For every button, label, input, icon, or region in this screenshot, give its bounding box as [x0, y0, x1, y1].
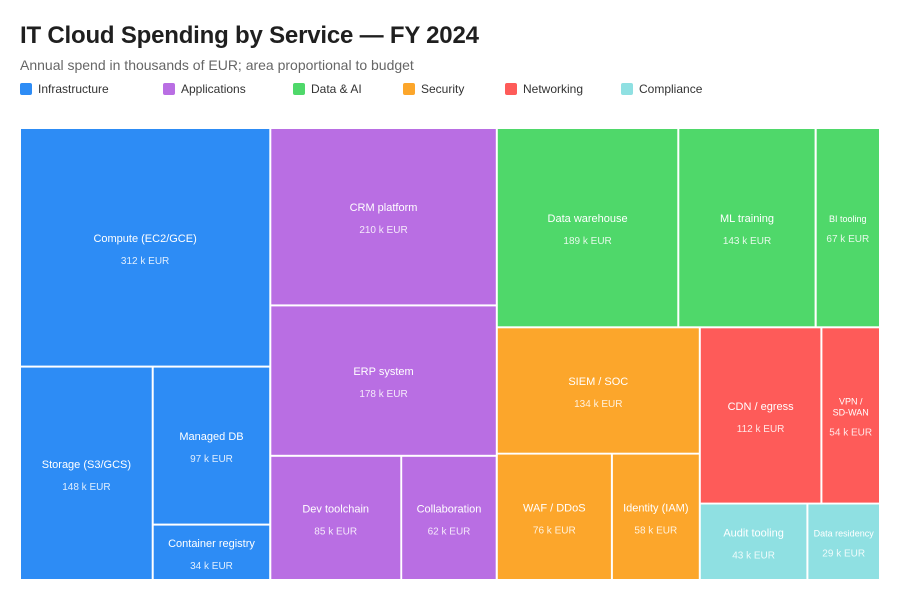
treemap-label-data-warehouse: Data warehouse — [548, 213, 628, 225]
treemap-rect-ml-training — [679, 129, 815, 327]
treemap-tile-ml-training: ML training 143 k EUR — [679, 129, 815, 327]
treemap-value-cdn-egress: 112 k EUR — [737, 424, 785, 435]
legend-item-data-ai: Data & AI — [293, 82, 362, 96]
treemap-value-audit-tooling: 43 k EUR — [732, 550, 775, 561]
treemap-tile-data-residency: Data residency 29 k EUR — [808, 504, 879, 579]
treemap-tile-bi-tooling: BI tooling 67 k EUR — [816, 129, 879, 327]
treemap-value-bi-tooling: 67 k EUR — [826, 234, 869, 245]
treemap-tile-managed-db: Managed DB 97 k EUR — [153, 367, 270, 524]
legend-swatch-networking — [505, 83, 517, 95]
treemap-label-crm-platform: CRM platform — [350, 202, 418, 214]
treemap-rect-waf-ddos — [497, 454, 611, 579]
treemap-tile-vpn-sd-wan: VPN / SD-WAN 54 k EUR — [822, 328, 879, 503]
legend-label-infrastructure: Infrastructure — [38, 82, 109, 96]
legend-label-networking: Networking — [523, 82, 584, 96]
treemap-rect-storage-s3-gcs — [21, 367, 152, 579]
treemap-rect-erp-system — [271, 306, 496, 455]
legend-label-data-ai: Data & AI — [311, 82, 362, 96]
treemap-tile-erp-system: ERP system 178 k EUR — [271, 306, 496, 455]
treemap-label-dev-toolchain: Dev toolchain — [302, 503, 369, 515]
treemap-value-dev-toolchain: 85 k EUR — [314, 526, 357, 537]
treemap-tile-container-registry: Container registry 34 k EUR — [153, 525, 270, 579]
legend-label-applications: Applications — [181, 82, 246, 96]
treemap-label-storage-s3-gcs: Storage (S3/GCS) — [42, 459, 131, 471]
treemap-rect-container-registry — [153, 525, 270, 579]
treemap-label-waf-ddos: WAF / DDoS — [523, 502, 586, 514]
treemap-tile-compute-ec2-gce: Compute (EC2/GCE) 312 k EUR — [21, 129, 270, 366]
treemap-value-managed-db: 97 k EUR — [190, 454, 233, 465]
treemap-rect-cdn-egress — [700, 328, 821, 503]
legend-swatch-infrastructure — [20, 83, 32, 95]
treemap-value-container-registry: 34 k EUR — [190, 561, 233, 572]
treemap-label-managed-db: Managed DB — [179, 431, 243, 443]
treemap-tile-waf-ddos: WAF / DDoS 76 k EUR — [497, 454, 611, 579]
treemap-value-collaboration: 62 k EUR — [428, 526, 471, 537]
legend-swatch-data-ai — [293, 83, 305, 95]
treemap-value-ml-training: 143 k EUR — [723, 236, 771, 247]
treemap-value-siem-soc: 134 k EUR — [574, 399, 622, 410]
chart-subtitle: Annual spend in thousands of EUR; area p… — [20, 57, 414, 73]
treemap-value-waf-ddos: 76 k EUR — [533, 525, 576, 536]
treemap-label-vpn-sd-wan: VPN / SD-WAN — [833, 396, 869, 417]
legend-item-networking: Networking — [505, 82, 583, 96]
legend-swatch-compliance — [621, 83, 633, 95]
legend-label-security: Security — [421, 82, 465, 96]
treemap-tile-storage-s3-gcs: Storage (S3/GCS) 148 k EUR — [21, 367, 152, 579]
treemap-label-identity-iam: Identity (IAM) — [623, 502, 688, 514]
treemap-rect-crm-platform — [271, 129, 496, 305]
legend-item-compliance: Compliance — [621, 82, 702, 96]
treemap-rect-audit-tooling — [700, 504, 807, 579]
treemap-label-collaboration: Collaboration — [417, 503, 482, 515]
treemap-label-erp-system: ERP system — [353, 366, 413, 378]
treemap-value-data-residency: 29 k EUR — [822, 548, 865, 559]
treemap-tile-cdn-egress: CDN / egress 112 k EUR — [700, 328, 821, 503]
treemap-label-data-residency: Data residency — [814, 528, 875, 538]
treemap-label-compute-ec2-gce: Compute (EC2/GCE) — [93, 233, 196, 245]
treemap-value-storage-s3-gcs: 148 k EUR — [62, 482, 110, 493]
chart-legend: Infrastructure Applications Data & AI Se… — [20, 82, 880, 98]
legend-item-infrastructure: Infrastructure — [20, 82, 109, 96]
treemap-tile-collaboration: Collaboration 62 k EUR — [402, 456, 496, 579]
treemap-rect-data-warehouse — [497, 129, 678, 327]
treemap-rect-data-residency — [808, 504, 879, 579]
treemap-rect-collaboration — [402, 456, 496, 579]
treemap-label-cdn-egress: CDN / egress — [728, 401, 795, 413]
treemap-label-bi-tooling: BI tooling — [829, 214, 867, 224]
treemap-tile-identity-iam: Identity (IAM) 58 k EUR — [612, 454, 699, 579]
treemap-rect-managed-db — [153, 367, 270, 524]
chart-title: IT Cloud Spending by Service — FY 2024 — [20, 22, 479, 49]
legend-swatch-security — [403, 83, 415, 95]
legend-label-compliance: Compliance — [639, 82, 703, 96]
treemap-tile-dev-toolchain: Dev toolchain 85 k EUR — [271, 456, 401, 579]
treemap-tile-siem-soc: SIEM / SOC 134 k EUR — [497, 328, 699, 453]
legend-swatch-applications — [163, 83, 175, 95]
treemap-label-audit-tooling: Audit tooling — [723, 527, 784, 539]
treemap-tile-data-warehouse: Data warehouse 189 k EUR — [497, 129, 678, 327]
treemap-value-identity-iam: 58 k EUR — [634, 525, 677, 536]
treemap-rect-identity-iam — [612, 454, 699, 579]
treemap-label-container-registry: Container registry — [168, 538, 255, 550]
legend-item-applications: Applications — [163, 82, 246, 96]
treemap-value-vpn-sd-wan: 54 k EUR — [829, 427, 872, 438]
treemap-tile-crm-platform: CRM platform 210 k EUR — [271, 129, 496, 305]
treemap-label-siem-soc: SIEM / SOC — [568, 376, 628, 388]
treemap-rect-siem-soc — [497, 328, 699, 453]
legend-item-security: Security — [403, 82, 464, 96]
treemap-tile-audit-tooling: Audit tooling 43 k EUR — [700, 504, 807, 579]
treemap-rect-compute-ec2-gce — [21, 129, 270, 366]
treemap-rect-vpn-sd-wan — [822, 328, 879, 503]
treemap-value-erp-system: 178 k EUR — [359, 389, 407, 400]
treemap-label-ml-training: ML training — [720, 213, 774, 225]
treemap-value-compute-ec2-gce: 312 k EUR — [121, 256, 169, 267]
treemap-value-crm-platform: 210 k EUR — [359, 225, 407, 236]
treemap-rect-bi-tooling — [816, 129, 879, 327]
treemap-value-data-warehouse: 189 k EUR — [563, 236, 611, 247]
treemap-rect-dev-toolchain — [271, 456, 401, 579]
